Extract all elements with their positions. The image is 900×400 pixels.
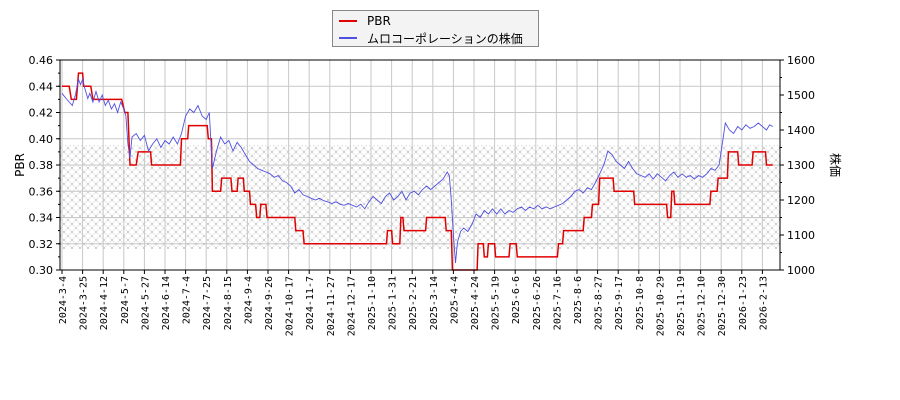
x-tick-label: 2024-4-12 xyxy=(99,276,110,330)
y2-tick-label: 1600 xyxy=(787,54,815,67)
x-tick-label: 2024-3-25 xyxy=(79,276,90,330)
left-axis-title: PBR xyxy=(13,153,27,177)
x-tick-label: 2025-4-24 xyxy=(470,276,481,330)
x-tick-label: 2024-11-27 xyxy=(326,276,337,336)
pbr-line-swatch-icon xyxy=(339,20,357,22)
x-tick-label: 2025-3-14 xyxy=(429,276,440,330)
x-tick-label: 2024-12-17 xyxy=(346,276,357,336)
right-axis-title: 株価 xyxy=(828,153,843,177)
x-tick-label: 2025-7-16 xyxy=(552,276,563,330)
x-tick-label: 2024-6-14 xyxy=(161,276,172,330)
y2-tick-label: 1000 xyxy=(787,264,815,277)
x-tick-label: 2026-1-23 xyxy=(738,276,749,330)
x-tick-label: 2025-8-6 xyxy=(573,276,584,324)
series-lines xyxy=(61,72,773,271)
x-tick-label: 2025-11-19 xyxy=(676,276,687,336)
right-y-axis: 1000 1100 1200 1300 1400 1500 1600 xyxy=(780,54,815,277)
legend-label-stock-price: ムロコーポレーションの株価 xyxy=(367,31,523,46)
x-tick-label: 2025-2-21 xyxy=(408,276,419,330)
y2-tick-label: 1300 xyxy=(787,159,815,172)
x-tick-label: 2025-6-26 xyxy=(532,276,543,330)
x-tick-label: 2025-1-31 xyxy=(388,276,399,330)
x-tick-label: 2025-12-30 xyxy=(717,276,728,336)
x-tick-label: 2025-12-10 xyxy=(697,276,708,336)
x-tick-label: 2024-5-7 xyxy=(120,276,131,324)
y-tick-label: 0.34 xyxy=(29,212,54,225)
y-tick-label: 0.38 xyxy=(29,159,54,172)
x-tick-label: 2024-10-17 xyxy=(285,276,296,336)
y2-tick-label: 1200 xyxy=(787,194,815,207)
x-tick-label: 2024-9-26 xyxy=(264,276,275,330)
y-tick-label: 0.46 xyxy=(29,54,54,67)
x-tick-label: 2025-4-4 xyxy=(449,276,460,324)
stock-line-swatch-icon xyxy=(339,37,357,39)
legend-item-stock-price: ムロコーポレーションの株価 xyxy=(339,30,523,46)
legend-item-pbr: PBR xyxy=(339,13,391,29)
x-tick-label: 2025-10-8 xyxy=(635,276,646,330)
x-tick-label: 2024-7-25 xyxy=(202,276,213,330)
x-tick-label: 2025-1-10 xyxy=(367,276,378,330)
y2-tick-label: 1500 xyxy=(787,89,815,102)
x-tick-label: 2024-8-15 xyxy=(223,276,234,330)
y-tick-label: 0.36 xyxy=(29,185,54,198)
y-tick-label: 0.42 xyxy=(29,107,54,120)
legend-label-pbr: PBR xyxy=(367,14,391,28)
pbr-line xyxy=(62,72,773,271)
x-tick-label: 2024-3-4 xyxy=(58,276,69,324)
x-tick-label: 2025-9-17 xyxy=(614,276,625,330)
y-tick-label: 0.32 xyxy=(29,238,54,251)
y-tick-label: 0.40 xyxy=(29,133,54,146)
x-tick-label: 2026-2-13 xyxy=(758,276,769,330)
x-tick-label: 2024-9-4 xyxy=(243,276,254,324)
x-tick-label: 2024-7-4 xyxy=(182,276,193,324)
x-tick-label: 2025-8-27 xyxy=(594,276,605,330)
chart-legend: PBR ムロコーポレーションの株価 xyxy=(332,10,539,47)
x-tick-label: 2025-6-6 xyxy=(511,276,522,324)
left-y-axis: 0.30 0.32 0.34 0.36 0.38 0.40 0.42 0.44 0.46 xyxy=(29,54,60,277)
x-tick-label: 2024-11-7 xyxy=(305,276,316,330)
stock-price-line xyxy=(61,77,773,264)
x-axis: 2024-3-4 2024-3-25 2024-4-12 2024-5-7 2024-5… xyxy=(58,270,769,336)
y2-tick-label: 1100 xyxy=(787,229,815,242)
x-tick-label: 2024-5-27 xyxy=(140,276,151,330)
x-tick-label: 2025-5-19 xyxy=(491,276,502,330)
y-tick-label: 0.44 xyxy=(29,80,54,93)
y-tick-label: 0.30 xyxy=(29,264,54,277)
y2-tick-label: 1400 xyxy=(787,124,815,137)
x-tick-label: 2025-10-29 xyxy=(655,276,666,336)
